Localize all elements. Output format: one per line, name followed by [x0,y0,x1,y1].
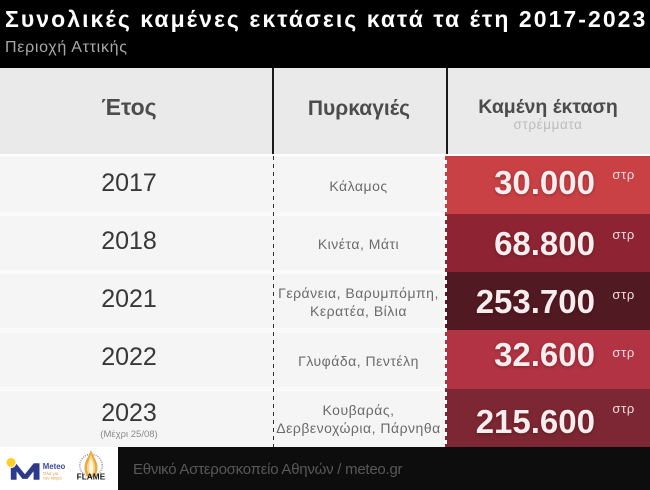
svg-text:Όλα για: Όλα για [42,471,59,476]
svg-text:τον καιρό: τον καιρό [43,475,62,481]
svg-text:FLAME: FLAME [77,472,106,481]
svg-text:Meteo: Meteo [43,462,66,471]
